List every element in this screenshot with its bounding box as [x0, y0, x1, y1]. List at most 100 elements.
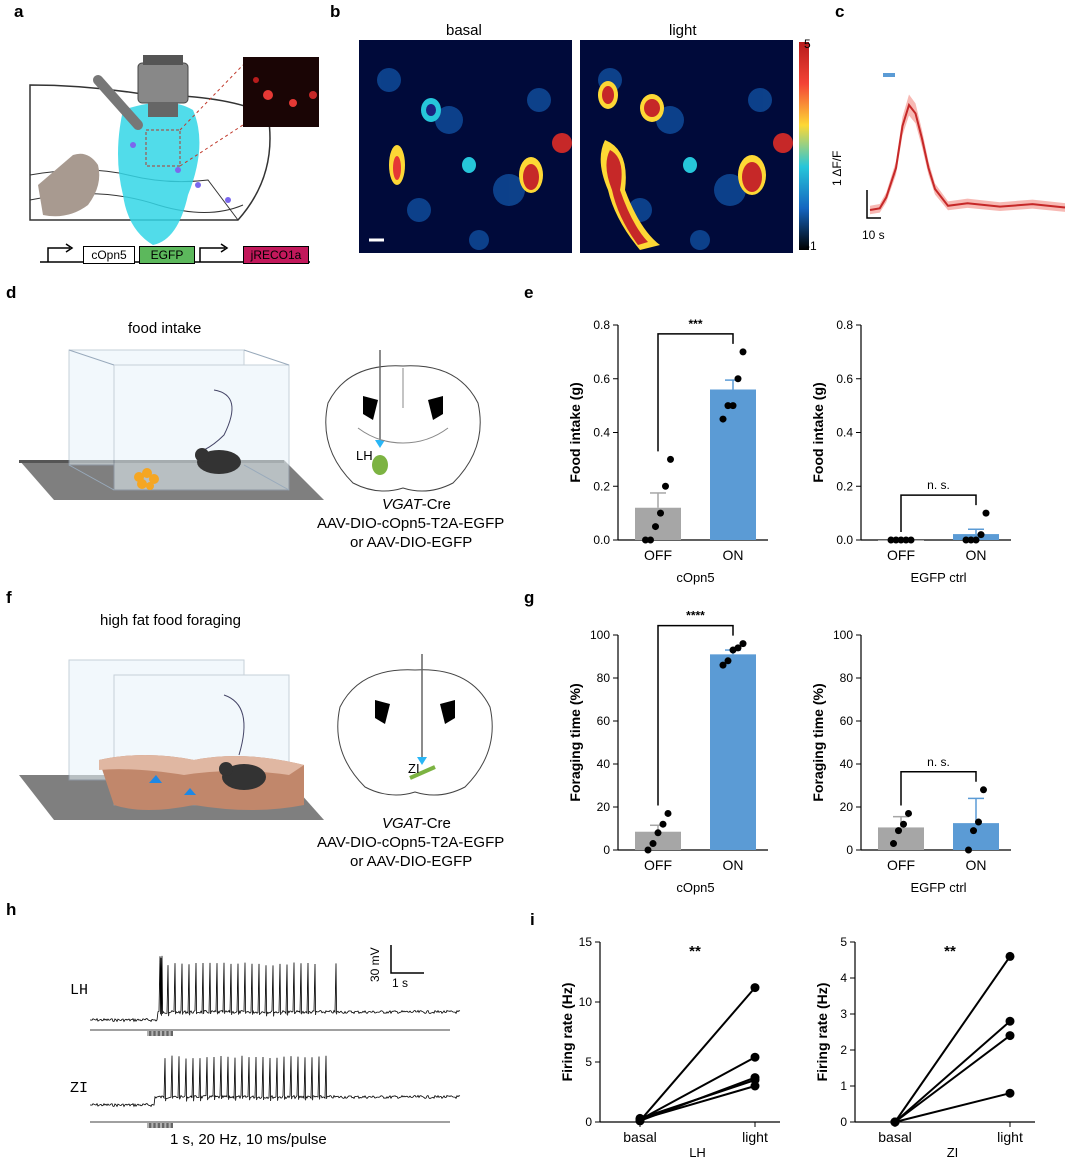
panel-e-left-chart: 0.0 0.2 0.4 0.6 0.8 Food intake (g) OFF ON cOpn5… — [567, 317, 768, 585]
panel-i-right-xtick-label: light — [997, 1129, 1023, 1145]
panel-d-line1-rest: -Cre — [421, 496, 451, 513]
panel-b-image-basal — [359, 40, 572, 253]
panel-g-right-ytick-label: 60 — [840, 714, 854, 728]
panel-i-right-pair-line — [894, 955, 1011, 1123]
panel-f-brain — [337, 654, 493, 796]
panel-g-left-ytick-label: 80 — [597, 671, 611, 685]
panel-i-left-sig-label: ** — [689, 943, 701, 960]
panel-g-right-xlabel: EGFP ctrl — [910, 880, 966, 895]
panel-g-left-point — [659, 820, 667, 828]
panel-i-left-ylabel: Firing rate (Hz) — [559, 983, 575, 1082]
panel-d-line1: VGAT-Cre — [382, 496, 451, 513]
panel-i-right-ytick-label: 1 — [840, 1079, 847, 1093]
panel-f-line1-rest: -Cre — [421, 815, 451, 832]
panel-i-right-chart: 0 1 2 3 4 5 Firing rate (Hz) basal light ZI ** — [814, 935, 1035, 1160]
panel-g-right-ytick-label: 40 — [840, 757, 854, 771]
panel-f-box — [19, 659, 324, 820]
panel-e-right-point — [977, 531, 985, 539]
panel-label-g: g — [524, 588, 535, 607]
panel-g-left-point — [664, 809, 672, 817]
panel-i-right-point-light — [1005, 951, 1015, 961]
panel-i-right-point-light — [1005, 1088, 1015, 1098]
panel-g-left-ytick-label: 40 — [597, 757, 611, 771]
panel-i-left-xtick-label: light — [742, 1129, 768, 1145]
panel-g-left-point — [654, 829, 662, 837]
panel-e-left-ylabel: Food intake (g) — [567, 382, 583, 482]
panel-e-left-xtick-label: OFF — [644, 547, 672, 563]
panel-g-right-point — [980, 786, 987, 794]
panel-e-right-point — [897, 536, 905, 544]
panel-e-right-ytick-label: 0.4 — [836, 426, 853, 440]
panel-g-left-point — [719, 661, 727, 669]
panel-g-left-xtick-label: OFF — [644, 857, 672, 873]
panel-e-left-point — [647, 536, 654, 544]
panel-b-colorbar — [799, 42, 809, 250]
panel-label-h: h — [6, 900, 17, 919]
panel-e-left-ytick-label: 0.8 — [593, 318, 610, 332]
panel-e-left-point — [724, 402, 732, 410]
panel-e-left-sig-label: *** — [688, 317, 702, 331]
panel-g-left-sig-label: **** — [686, 609, 705, 623]
panel-i-left-xlabel: LH — [689, 1145, 706, 1160]
panel-i-left-point-light — [750, 1052, 760, 1062]
panel-e-right-ytick-label: 0.2 — [836, 479, 853, 493]
panel-g-left-ytick-label: 100 — [590, 628, 610, 642]
panel-h-trace2-label: ZI — [70, 1080, 89, 1097]
panel-f-line1: VGAT-Cre — [382, 815, 451, 832]
panel-g-left-xtick-label: ON — [723, 857, 744, 873]
panel-e-right-sig-bracket — [900, 494, 977, 532]
panel-g-right-xtick-label: OFF — [887, 857, 915, 873]
panel-f-title: high fat food foraging — [100, 612, 241, 629]
panel-e-left-point — [662, 482, 669, 490]
panel-e-left-ytick-label: 0.4 — [593, 426, 610, 440]
panel-g-left-chart: 0 20 40 60 80 100 Foraging time (%) OFF ON cOpn5 *… — [567, 609, 768, 895]
panel-h-trace-zi — [90, 1055, 461, 1108]
panel-g-right-point — [975, 818, 982, 826]
panel-e-right-xtick-label: OFF — [887, 547, 915, 563]
panel-label-d: d — [6, 283, 17, 302]
panel-e-left-ytick-label: 0.2 — [593, 479, 610, 493]
panel-g-right-ytick-label: 100 — [833, 628, 853, 642]
panel-i-left-ytick-label: 0 — [585, 1115, 592, 1129]
panel-i-left-xtick-label: basal — [623, 1129, 656, 1145]
panel-e-left-xlabel: cOpn5 — [676, 570, 714, 585]
panel-c-scalebar — [866, 190, 881, 219]
panel-e-left-point — [657, 509, 664, 517]
panel-h-scale-x: 1 s — [392, 976, 409, 990]
panel-i-right-ytick-label: 2 — [840, 1043, 847, 1057]
panel-g-left-xlabel: cOpn5 — [676, 880, 714, 895]
panel-e-right-chart: 0.0 0.2 0.4 0.6 0.8 Food intake (g) OFF ONEGFP … — [810, 318, 1011, 585]
panel-g-right-bar-on — [953, 823, 999, 850]
panel-c-trace — [866, 73, 1066, 219]
panel-e-right-xtick-label: ON — [966, 547, 987, 563]
panel-h-trace-lh — [90, 955, 461, 1023]
panel-g-right-point — [900, 820, 907, 828]
panel-e-right-point — [907, 536, 915, 544]
panel-e-left-point — [642, 536, 649, 544]
panel-i-right-pair-line — [894, 1020, 1011, 1123]
panel-i-left-pair-line — [639, 986, 756, 1122]
panel-h-scalebar — [390, 945, 424, 974]
panel-label-f: f — [6, 588, 12, 607]
panel-i-left-pair-line — [639, 1056, 756, 1121]
panel-e-left-point — [667, 455, 674, 463]
panel-g-right-sig-label: n. s. — [927, 755, 950, 769]
panel-b-title-basal: basal — [446, 22, 482, 39]
construct-jreco1a: jRECO1a — [243, 246, 309, 264]
panel-d-title: food intake — [128, 320, 202, 337]
panel-g-right-sig-bracket — [900, 771, 977, 806]
panel-e-right-point — [887, 536, 895, 544]
panel-f-region: ZI — [408, 761, 420, 776]
panel-i-right-sig-label: ** — [944, 943, 956, 960]
panel-c-mean-line — [869, 102, 1066, 211]
panel-d-line3: or AAV-DIO-EGFP — [350, 534, 473, 551]
panel-i-left-ytick-label: 5 — [585, 1055, 592, 1069]
panel-i-right-point-light — [1005, 1016, 1015, 1026]
panel-g-right-point — [965, 846, 972, 854]
panel-i-left-point-basal — [635, 1115, 645, 1125]
panel-g-right-bar-off — [878, 827, 924, 850]
panel-e-right-ylabel: Food intake (g) — [810, 382, 826, 482]
panel-d-brain — [325, 350, 481, 492]
construct-egfp: EGFP — [139, 246, 195, 264]
